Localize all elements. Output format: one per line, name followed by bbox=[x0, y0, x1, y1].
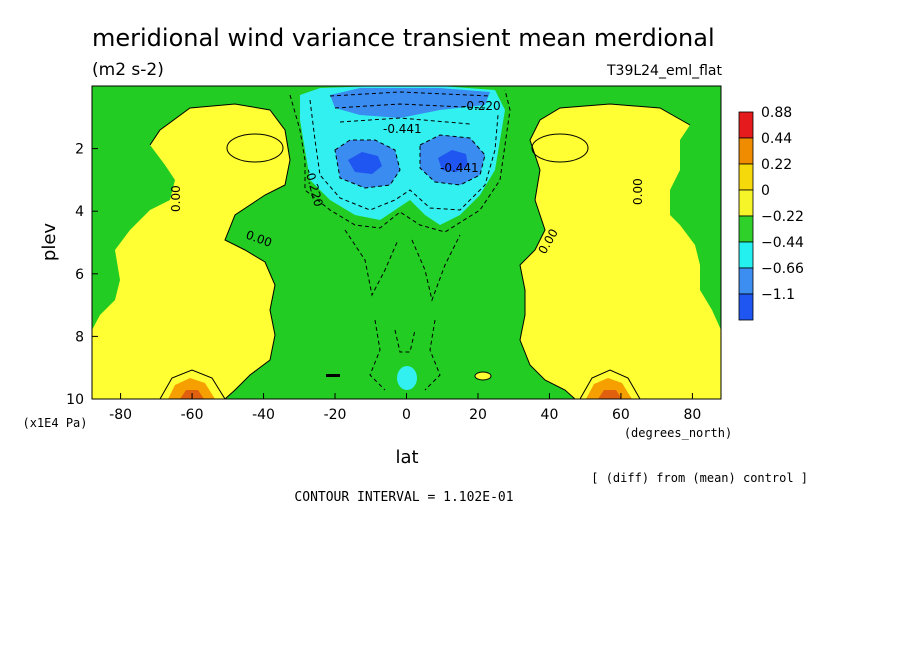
colorbar-label: 0 bbox=[761, 183, 770, 199]
contour-neg-top3 bbox=[339, 117, 471, 125]
x-tick-label: 40 bbox=[541, 407, 559, 423]
negative-region-center bbox=[300, 86, 505, 225]
x-axis-units: (degrees_north) bbox=[624, 426, 732, 440]
x-tick-label: -20 bbox=[324, 407, 347, 423]
contour-loop-right bbox=[531, 133, 589, 163]
contour-zero-right bbox=[519, 103, 691, 399]
contour-label-2: -0.441 bbox=[383, 122, 422, 136]
small-yellow-spot bbox=[474, 371, 492, 381]
colorbar-swatch bbox=[738, 137, 754, 165]
positive-peak-right bbox=[598, 390, 622, 399]
colorbar-label: −0.44 bbox=[761, 235, 804, 251]
contour-neg-core-left bbox=[334, 139, 401, 189]
contour-neg-lower-right bbox=[424, 319, 441, 391]
colorbar-swatch bbox=[738, 189, 754, 217]
colorbar-label: −1.1 bbox=[761, 287, 795, 303]
y-tick-label: 8 bbox=[75, 329, 84, 345]
colorbar: 0.88 0.44 0.22 0 −0.22 −0.44 −0.66 −1.1 bbox=[738, 105, 804, 321]
x-tick-label: -60 bbox=[181, 407, 204, 423]
colorbar-label: 0.88 bbox=[761, 105, 792, 121]
y-tick-label: 2 bbox=[75, 142, 84, 158]
y-tick-label: 6 bbox=[75, 267, 84, 283]
x-axis: -80 -60 -40 -20 0 20 40 60 80 bbox=[109, 393, 701, 423]
x-tick-label: 0 bbox=[402, 407, 411, 423]
diff-note: [ (diff) from (mean) control ] bbox=[591, 471, 808, 485]
contour-bottom-left bbox=[159, 369, 226, 399]
negative-peak-left bbox=[348, 152, 382, 174]
y-axis: 2 4 6 8 10 bbox=[66, 142, 98, 408]
positive-max-left bbox=[168, 378, 215, 399]
y-axis-title: plev bbox=[39, 223, 60, 262]
contour-loop-left bbox=[226, 133, 284, 163]
chart-units: (m2 s-2) bbox=[92, 60, 164, 80]
contour-neg-top bbox=[329, 91, 491, 97]
x-axis-title: lat bbox=[395, 447, 418, 468]
small-dash-mark-left bbox=[326, 374, 340, 377]
x-tick-label: 80 bbox=[683, 407, 701, 423]
contour-neg-spike-left bbox=[344, 229, 399, 297]
colorbar-swatch bbox=[738, 163, 754, 191]
colorbar-label: −0.66 bbox=[761, 261, 804, 277]
negative-peak-right bbox=[438, 150, 468, 172]
plot-area: -0.220 -0.441 -0.220 -0.441 0.00 0.00 0.… bbox=[91, 85, 722, 400]
contour-interval: CONTOUR INTERVAL = 1.102E-01 bbox=[294, 490, 513, 505]
colorbar-swatch bbox=[738, 215, 754, 243]
x-tick-label: 60 bbox=[612, 407, 630, 423]
colorbar-label: 0.44 bbox=[761, 131, 792, 147]
chart-experiment: T39L24_eml_flat bbox=[606, 63, 723, 79]
y-axis-units: (x1E4 Pa) bbox=[22, 416, 87, 430]
colorbar-swatch bbox=[738, 267, 754, 295]
y-tick-label: 10 bbox=[66, 392, 84, 408]
contour-zero-left bbox=[149, 103, 291, 399]
contour-neg-inner bbox=[309, 99, 499, 211]
contour-neg-top2 bbox=[334, 103, 486, 109]
colorbar-label: −0.22 bbox=[761, 209, 804, 225]
contour-label-4: -0.441 bbox=[440, 161, 479, 175]
contour-neg-spike-right bbox=[411, 234, 461, 302]
contour-neg-outer bbox=[289, 89, 511, 233]
x-tick-label: -40 bbox=[252, 407, 275, 423]
positive-region-left bbox=[92, 104, 290, 399]
contour-bottom-right bbox=[579, 369, 641, 399]
colorbar-swatch bbox=[738, 241, 754, 269]
contour-label-1: -0.220 bbox=[462, 99, 501, 113]
x-tick-label: -80 bbox=[109, 407, 132, 423]
positive-region-right bbox=[520, 104, 721, 399]
colorbar-swatch bbox=[738, 111, 754, 139]
negative-top-band bbox=[330, 88, 490, 118]
colorbar-label: 0.22 bbox=[761, 157, 792, 173]
contour-label-5: 0.00 bbox=[169, 185, 183, 212]
contour-neg-lower-mid bbox=[394, 329, 416, 353]
y-tick-label: 4 bbox=[75, 204, 84, 220]
contour-label-8: 0.00 bbox=[631, 178, 645, 205]
x-tick-label: 20 bbox=[469, 407, 487, 423]
contour-neg-core-right bbox=[419, 134, 486, 186]
contour-neg-lower-left bbox=[369, 319, 386, 391]
chart-title: meridional wind variance transient mean … bbox=[92, 24, 715, 52]
colorbar-swatch bbox=[738, 293, 754, 321]
negative-spot-bottom bbox=[397, 366, 417, 390]
